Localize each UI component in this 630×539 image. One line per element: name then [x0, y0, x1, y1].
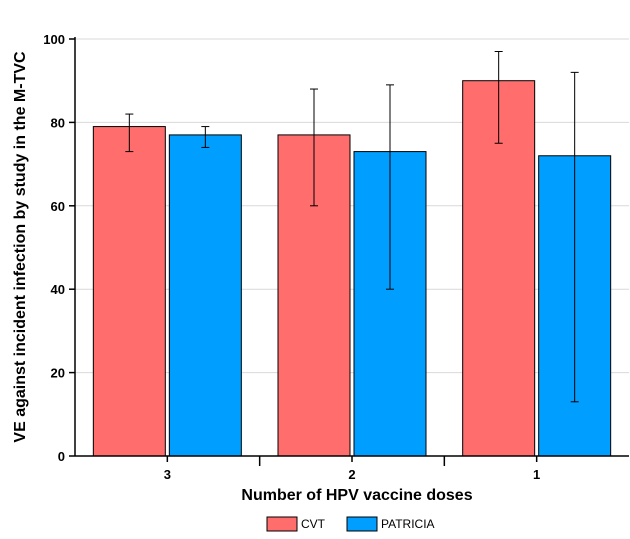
legend-swatch: [266, 516, 298, 532]
error-bar-cvt-2: [310, 88, 318, 207]
legend: CVT PATRICIA: [266, 516, 435, 532]
y-tick-label: 40: [51, 282, 65, 297]
error-bar-patricia-2: [386, 84, 394, 290]
y-tick-label: 60: [51, 199, 65, 214]
legend-label: PATRICIA: [381, 517, 435, 531]
x-axis-title: Number of HPV vaccine doses: [241, 487, 472, 504]
x-tick-label: 1: [533, 467, 540, 482]
x-tick-label: 2: [348, 467, 355, 482]
y-tick-label: 20: [51, 366, 65, 381]
y-tick-label: 0: [58, 449, 65, 464]
y-axis-title: VE against incident infection by study i…: [12, 51, 29, 443]
legend-item-patricia: PATRICIA: [346, 516, 435, 532]
error-bar-patricia-3: [201, 126, 210, 148]
y-tick-label: 100: [43, 32, 65, 47]
y-tick-label: 80: [51, 115, 65, 130]
error-bar-patricia-1: [570, 71, 579, 403]
legend-swatch: [346, 516, 378, 532]
gridlines: [75, 38, 629, 374]
bar-cvt-3: [92, 126, 166, 457]
error-bars: [125, 51, 579, 403]
axes: 0 20 40 60 80 100 3 2 1: [43, 32, 629, 482]
x-tick-label: 3: [164, 467, 171, 482]
legend-label: CVT: [301, 517, 326, 531]
error-bar-cvt-3: [125, 113, 134, 153]
bar-patricia-3: [168, 134, 242, 457]
error-bar-cvt-1: [494, 51, 503, 144]
bars: [92, 80, 612, 457]
legend-item-cvt: CVT: [266, 516, 326, 532]
